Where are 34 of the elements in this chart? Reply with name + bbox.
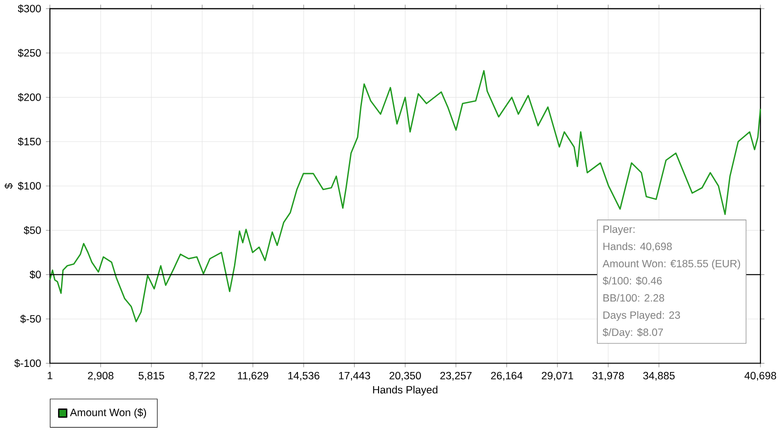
y-tick-label: $300 — [18, 4, 41, 13]
x-tick-label: 40,698 — [744, 372, 776, 380]
x-tick-label: 17,443 — [339, 372, 370, 380]
y-tick-label: $150 — [18, 137, 41, 146]
annotation: BB/100: 2.28 — [603, 294, 664, 302]
x-axis-title: Hands Played — [373, 386, 438, 396]
legend-label: Amount Won ($) — [70, 408, 146, 418]
line-series — [49, 70, 762, 322]
annotation: $/100: $0.46 — [602, 276, 662, 285]
x-tick-label: 23,257 — [440, 372, 472, 380]
annotation: Player: — [603, 224, 634, 235]
x-tick-label: 31,978 — [592, 372, 624, 380]
x-tick-label: 5,815 — [138, 372, 164, 380]
y-axis-title: $ — [4, 182, 13, 189]
y-tick-label: $200 — [18, 92, 41, 102]
x-tick-label: 8,722 — [189, 372, 215, 380]
annotation: Hands: 40,698 — [603, 242, 672, 252]
annotation: Amount Won: €185.55 (EUR) — [602, 259, 740, 270]
y-tick-label: $0 — [30, 270, 41, 279]
x-tick-label: 29,071 — [542, 372, 574, 380]
y-tick-label: $50 — [24, 226, 41, 234]
x-tick-label: 1 — [48, 372, 52, 379]
x-tick-label: 20,350 — [390, 372, 421, 380]
x-tick-label: 11,629 — [238, 372, 268, 380]
annotation: $/Day: $8.07 — [602, 328, 663, 338]
x-tick-label: 14,536 — [288, 372, 320, 380]
annotation: Days Played: 23 — [603, 310, 680, 321]
y-tick-label: $-100 — [14, 358, 41, 368]
y-tick-label: $250 — [18, 48, 41, 58]
x-tick-label: 34,885 — [643, 372, 675, 380]
y-tick-label: $100 — [18, 181, 41, 190]
y-tick-label: $-50 — [20, 314, 41, 323]
x-tick-label: 26,164 — [491, 372, 523, 380]
x-tick-label: 2,908 — [88, 372, 114, 380]
